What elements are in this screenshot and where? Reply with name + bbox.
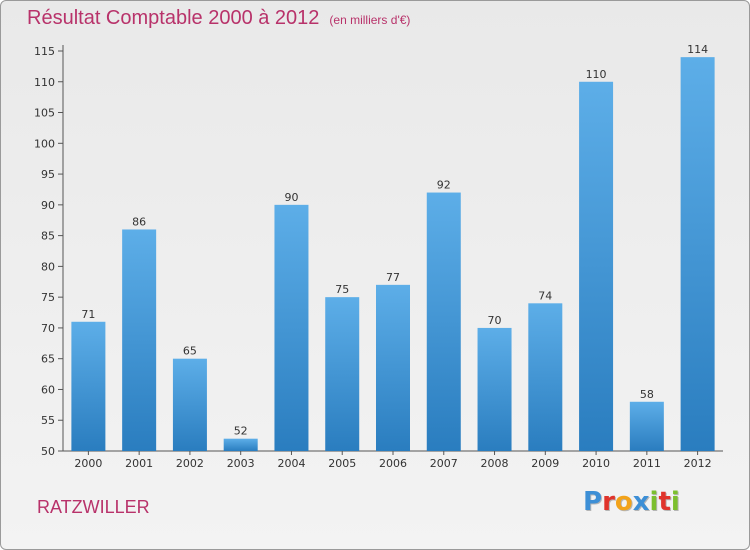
y-tick-label: 95: [41, 168, 55, 181]
bar-2007: [426, 192, 461, 452]
logo-letter: i: [649, 487, 659, 517]
location-name: RATZWILLER: [37, 497, 150, 517]
data-label-2002: 65: [183, 345, 197, 358]
logo-letter: t: [658, 487, 671, 517]
y-tick-label: 75: [41, 291, 55, 304]
bar-2000: [71, 321, 106, 451]
y-tick-label: 70: [41, 322, 55, 335]
y-tick-label: 100: [34, 137, 55, 150]
logo-letter: o: [614, 487, 633, 517]
x-tick-label-2007: 2007: [430, 457, 458, 470]
y-tick-label: 50: [41, 445, 55, 458]
data-label-2008: 70: [488, 314, 502, 327]
data-label-2009: 74: [538, 289, 552, 302]
bar-2011: [629, 401, 664, 451]
chart-title-text: Résultat Comptable 2000 à 2012: [27, 7, 320, 29]
y-tick-label: 55: [41, 414, 55, 427]
x-tick-label-2000: 2000: [74, 457, 102, 470]
y-tick-label: 80: [41, 260, 55, 273]
bar-2010: [579, 81, 614, 452]
logo-letter: r: [602, 487, 615, 517]
data-label-2012: 114: [687, 43, 708, 56]
data-label-2001: 86: [132, 215, 146, 228]
x-tick-label-2009: 2009: [531, 457, 559, 470]
y-tick-label: 60: [41, 383, 55, 396]
data-label-2005: 75: [335, 283, 349, 296]
bar-2004: [274, 204, 309, 451]
chart-subtitle: (en milliers d'€): [329, 13, 411, 27]
x-tick-label-2012: 2012: [684, 457, 712, 470]
bar-2003: [223, 438, 258, 451]
x-tick-label-2008: 2008: [481, 457, 509, 470]
bar-2002: [172, 358, 207, 451]
x-tick-label-2003: 2003: [227, 457, 255, 470]
x-tick-label-2010: 2010: [582, 457, 610, 470]
bar-2006: [376, 284, 410, 451]
y-tick-label: 90: [41, 199, 55, 212]
logo-letter: x: [632, 487, 650, 517]
bar-2001: [122, 229, 157, 451]
chart-title: Résultat Comptable 2000 à 2012 (en millie…: [27, 7, 410, 30]
bars: 71 86 65 52 90 75 77 92 70 74 110 58 114: [71, 43, 715, 452]
bar-2005: [325, 297, 360, 451]
data-label-2004: 90: [284, 191, 298, 204]
proxiti-logo: Proxiti: [583, 487, 680, 517]
x-tick-label-2002: 2002: [176, 457, 204, 470]
data-label-2007: 92: [437, 179, 451, 192]
data-label-2010: 110: [586, 68, 607, 81]
data-label-2000: 71: [81, 308, 95, 321]
logo-letter: P: [583, 487, 603, 517]
y-tick-label: 85: [41, 230, 55, 243]
data-label-2011: 58: [640, 388, 654, 401]
y-tick-label: 115: [34, 45, 55, 58]
logo-letter: i: [670, 487, 680, 517]
x-tick-label-2004: 2004: [277, 457, 305, 470]
data-label-2006: 77: [386, 271, 400, 284]
bar-2009: [528, 303, 563, 451]
y-tick-label: 65: [41, 353, 55, 366]
data-label-2003: 52: [234, 425, 248, 438]
y-tick-label: 110: [34, 76, 55, 89]
x-tick-label-2005: 2005: [328, 457, 356, 470]
x-tick-label-2006: 2006: [379, 457, 407, 470]
bar-2012: [680, 57, 715, 452]
y-tick-label: 105: [34, 107, 55, 120]
x-tick-label-2011: 2011: [633, 457, 661, 470]
x-tick-label-2001: 2001: [125, 457, 153, 470]
bar-2008: [477, 327, 512, 451]
